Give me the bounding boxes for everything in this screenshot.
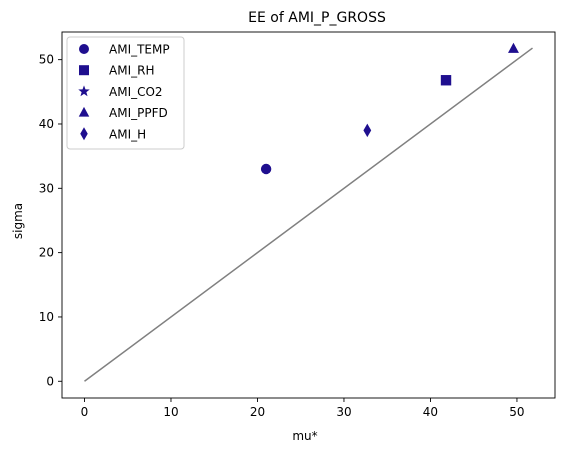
y-tick-label: 10 [39,310,54,324]
x-tick-label: 30 [336,405,351,419]
axes-frame [61,31,556,399]
legend-marker-triangle [78,106,90,117]
data-point-ami-h [363,123,372,138]
y-tick-label: 40 [39,117,54,131]
y-tick-label: 30 [39,181,54,195]
legend-label: AMI_CO2 [109,85,163,99]
x-tick-label: 0 [81,405,89,419]
x-tick-label: 40 [423,405,438,419]
data-point-ami-temp [260,163,272,175]
legend-label: AMI_PPFD [109,106,168,120]
y-axis-label: sigma [11,203,25,239]
reference-line [84,47,533,382]
x-tick-label: 10 [163,405,178,419]
chart-title: EE of AMI_P_GROSS [248,10,386,26]
y-tick-label: 50 [39,53,54,67]
legend-box [66,36,185,150]
x-tick-label: 20 [250,405,265,419]
data-point-ami-rh [440,75,452,86]
legend-marker-circle [79,44,89,54]
legend-label: AMI_RH [109,64,154,78]
legend: AMI_TEMP AMI_RH AMI_CO2 AMI_PPFD AMI_H [66,36,185,150]
legend-marker-square [79,65,89,76]
legend-label: AMI_TEMP [109,43,170,57]
plot-area: 0 10 20 30 40 50 0 10 20 30 40 50 [39,31,556,419]
legend-label: AMI_H [109,127,146,141]
y-tick-label: 20 [39,246,54,260]
x-axis-label: mu* [292,429,317,443]
data-point-ami-ppfd [508,42,519,53]
legend-marker-diamond [80,127,88,141]
y-tick-label: 0 [46,374,54,388]
legend-marker-star [78,85,90,97]
x-tick-label: 50 [509,405,524,419]
